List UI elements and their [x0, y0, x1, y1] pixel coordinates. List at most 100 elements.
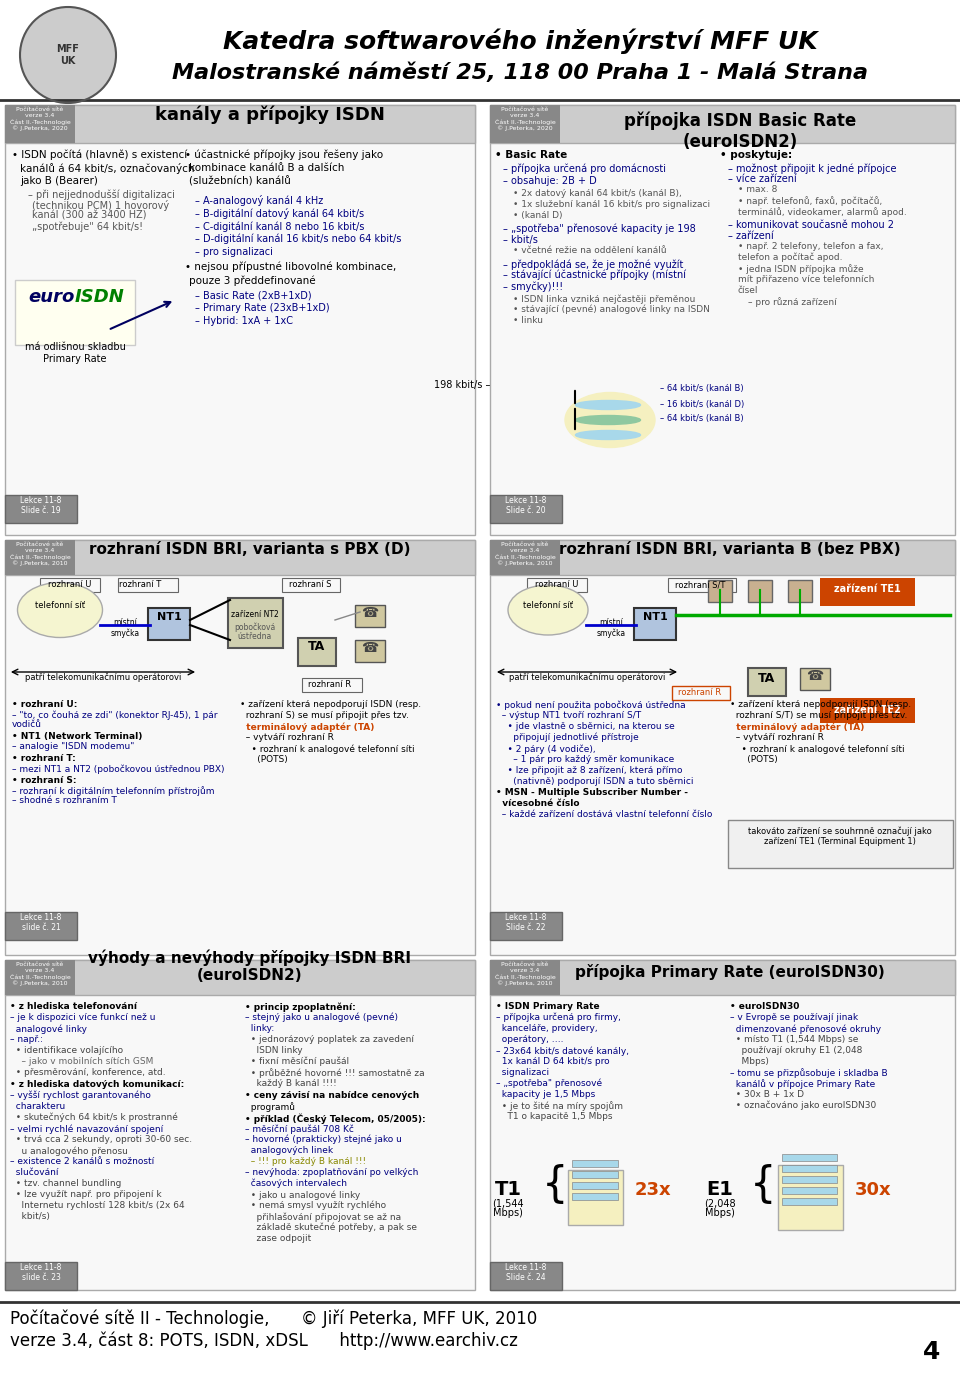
Text: 198 kbit/s –: 198 kbit/s – [434, 380, 490, 390]
Bar [5, 540, 475, 955]
Text: • ceny závisí na nabídce cenových: • ceny závisí na nabídce cenových [245, 1091, 420, 1100]
Text: analogových linek: analogových linek [245, 1146, 333, 1155]
Text: – 64 kbit/s (kanál B): – 64 kbit/s (kanál B) [660, 384, 744, 394]
Text: – obsahuje: 2B + D: – obsahuje: 2B + D [503, 175, 597, 187]
Bar [572, 1171, 618, 1178]
Text: rozhraní S/T) se musí připojit přes tzv.: rozhraní S/T) se musí připojit přes tzv. [730, 711, 907, 720]
Text: kanál (300 až 3400 HZ): kanál (300 až 3400 HZ) [32, 212, 147, 221]
Text: (2,048: (2,048 [705, 1199, 735, 1208]
Text: • označováno jako euroISDN30: • označováno jako euroISDN30 [730, 1101, 876, 1111]
Bar [298, 638, 336, 665]
Text: • např. telefonů, faxů, počítačů,: • např. telefonů, faxů, počítačů, [738, 196, 882, 206]
Text: ☎: ☎ [806, 670, 824, 683]
Text: má odlišnou skladbu: má odlišnou skladbu [25, 342, 126, 352]
Text: – pro signalizaci: – pro signalizaci [195, 246, 273, 258]
Text: – nevýhoda: zpoplatňování po velkých: – nevýhoda: zpoplatňování po velkých [245, 1168, 419, 1178]
Text: euro: euro [29, 288, 75, 306]
Text: – jako v mobilních sítích GSM: – jako v mobilních sítích GSM [10, 1057, 154, 1066]
Text: Počítačové sítě
verze 3.4
Část II.-Technologie
© J.Peterka, 2010: Počítačové sítě verze 3.4 Část II.-Techn… [494, 962, 556, 987]
Text: kanálů v přípojce Primary Rate: kanálů v přípojce Primary Rate [730, 1079, 876, 1089]
Bar [15, 280, 135, 345]
Text: – C-digitální kanál 8 nebo 16 kbit/s: – C-digitální kanál 8 nebo 16 kbit/s [195, 221, 365, 231]
Text: rozhraní R: rozhraní R [679, 688, 722, 697]
Text: – Hybrid: 1xA + 1xC: – Hybrid: 1xA + 1xC [195, 316, 293, 326]
Ellipse shape [565, 393, 655, 447]
Bar [355, 606, 385, 626]
Text: – rozhraní k digitálním telefonním přístrojům: – rozhraní k digitálním telefonním příst… [12, 786, 214, 796]
Bar [490, 960, 955, 995]
Text: • jde vlastně o sběrnici, na kterou se: • jde vlastně o sběrnici, na kterou se [496, 722, 675, 731]
Text: • 30x B + 1x D: • 30x B + 1x D [730, 1090, 804, 1100]
Text: • rozhraní S:: • rozhraní S: [12, 775, 77, 785]
Text: používají okruhy E1 (2,048: používají okruhy E1 (2,048 [730, 1045, 862, 1055]
Text: Počítačové sítě
verze 3.4
Část II.-Technologie
© J.Peterka, 2020: Počítačové sítě verze 3.4 Část II.-Techn… [10, 107, 70, 131]
Text: terminálový adaptér (TA): terminálový adaptér (TA) [730, 722, 864, 732]
Bar [672, 686, 730, 700]
Text: kombinace kanálů B a dalších: kombinace kanálů B a dalších [189, 163, 345, 173]
Text: (technikou PCM) 1 hovorový: (technikou PCM) 1 hovorový [32, 200, 169, 212]
Text: • je to šité na míry spojům: • je to šité na míry spojům [496, 1101, 623, 1111]
Ellipse shape [508, 585, 588, 635]
Text: • lze využít např. pro připojení k: • lze využít např. pro připojení k [10, 1190, 161, 1199]
Bar [282, 578, 340, 592]
Bar [5, 496, 77, 523]
Text: – B-digitální datový kanál 64 kbit/s: – B-digitální datový kanál 64 kbit/s [195, 207, 364, 219]
Text: časových intervalech: časových intervalech [245, 1179, 347, 1189]
Text: Lekce 11-8
slide č. 23: Lekce 11-8 slide č. 23 [20, 1263, 61, 1282]
Text: ústředna: ústředna [238, 632, 272, 640]
Text: „spotřebuje" 64 kbit/s!: „spotřebuje" 64 kbit/s! [32, 221, 143, 232]
Text: přihlašování připojovat se až na: přihlašování připojovat se až na [245, 1212, 401, 1222]
Bar [748, 668, 786, 696]
Text: • ISDN počítá (hlavně) s existencí: • ISDN počítá (hlavně) s existencí [12, 150, 187, 160]
Text: T1: T1 [494, 1180, 521, 1199]
Text: kanceláře, providery,: kanceláře, providery, [496, 1025, 598, 1033]
Text: patří telekomunikačnímu operátorovi: patří telekomunikačnímu operátorovi [509, 672, 665, 682]
Text: dimenzované přenosové okruhy: dimenzované přenosové okruhy [730, 1025, 881, 1033]
Bar [490, 540, 955, 575]
Text: • průběžné hovorné !!! samostatně za: • průběžné hovorné !!! samostatně za [245, 1068, 424, 1077]
Text: • z hlediska telefonování: • z hlediska telefonování [10, 1002, 137, 1011]
Text: rozhraní S) se musí připojit přes tzv.: rozhraní S) se musí připojit přes tzv. [240, 711, 409, 720]
Text: – např.:: – např.: [10, 1036, 43, 1044]
Text: • NT1 (Network Terminal): • NT1 (Network Terminal) [12, 732, 142, 741]
Text: Lekce 11-8
Slide č. 20: Lekce 11-8 Slide č. 20 [505, 496, 546, 515]
Ellipse shape [575, 430, 640, 440]
Text: pobočková: pobočková [234, 622, 276, 632]
Text: • ISDN linka vzniká nejčastěji přeměnou: • ISDN linka vzniká nejčastěji přeměnou [513, 294, 695, 303]
Text: Internetu rychlostí 128 kbit/s (2x 64: Internetu rychlostí 128 kbit/s (2x 64 [10, 1201, 184, 1210]
Text: takováto zařízení se souhrnně označují jako: takováto zařízení se souhrnně označují j… [748, 825, 932, 835]
Text: rozhraní ISDN BRI, varianta B (bez PBX): rozhraní ISDN BRI, varianta B (bez PBX) [559, 543, 900, 558]
Bar [490, 496, 562, 523]
Text: • stávající (pevné) analogové linky na ISDN: • stávající (pevné) analogové linky na I… [513, 305, 709, 315]
Text: (POTS): (POTS) [240, 754, 288, 764]
Text: • princip zpoplatnění:: • princip zpoplatnění: [245, 1002, 356, 1012]
Bar [5, 960, 475, 1290]
Text: • jako u analogové linky: • jako u analogové linky [245, 1190, 360, 1200]
Text: • účastnické přípojky jsou řešeny jako: • účastnické přípojky jsou řešeny jako [185, 150, 383, 160]
Bar [668, 578, 736, 592]
Text: • včetné režie na oddělení kanálů: • včetné režie na oddělení kanálů [513, 246, 666, 255]
Text: ☎: ☎ [361, 606, 378, 619]
Text: slučování: slučování [10, 1168, 59, 1178]
Text: • zařízení která nepodporují ISDN (resp.: • zařízení která nepodporují ISDN (resp. [240, 700, 421, 709]
Text: • rozhraní T:: • rozhraní T: [12, 754, 76, 763]
Text: {: { [750, 1164, 777, 1205]
Text: • Basic Rate: • Basic Rate [495, 150, 567, 160]
Text: TA: TA [758, 671, 776, 685]
Text: • rozhraní U:: • rozhraní U: [12, 700, 78, 709]
Text: • skutečných 64 kbit/s k prostranné: • skutečných 64 kbit/s k prostranné [10, 1114, 178, 1122]
Text: Počítačové sítě
verze 3.4
Část II.-Technologie
© J.Peterka, 2010: Počítačové sítě verze 3.4 Část II.-Techn… [494, 541, 556, 567]
Text: jako B (Bearer): jako B (Bearer) [20, 175, 98, 187]
Text: telefonní síť: telefonní síť [35, 600, 85, 610]
Text: – 23x64 kbit/s datové kanály,: – 23x64 kbit/s datové kanály, [496, 1045, 629, 1055]
Text: – 16 kbit/s (kanál D): – 16 kbit/s (kanál D) [660, 400, 744, 408]
Text: TA: TA [308, 639, 325, 653]
FancyArrowPatch shape [110, 302, 170, 329]
Text: přípojka ISDN Basic Rate
(euroISDN2): přípojka ISDN Basic Rate (euroISDN2) [624, 111, 856, 152]
Bar [5, 540, 475, 575]
Bar [5, 104, 75, 143]
Bar [634, 608, 676, 640]
Bar [820, 697, 915, 722]
Text: – vytváří rozhraní R: – vytváří rozhraní R [240, 734, 334, 742]
Bar [782, 1165, 837, 1172]
